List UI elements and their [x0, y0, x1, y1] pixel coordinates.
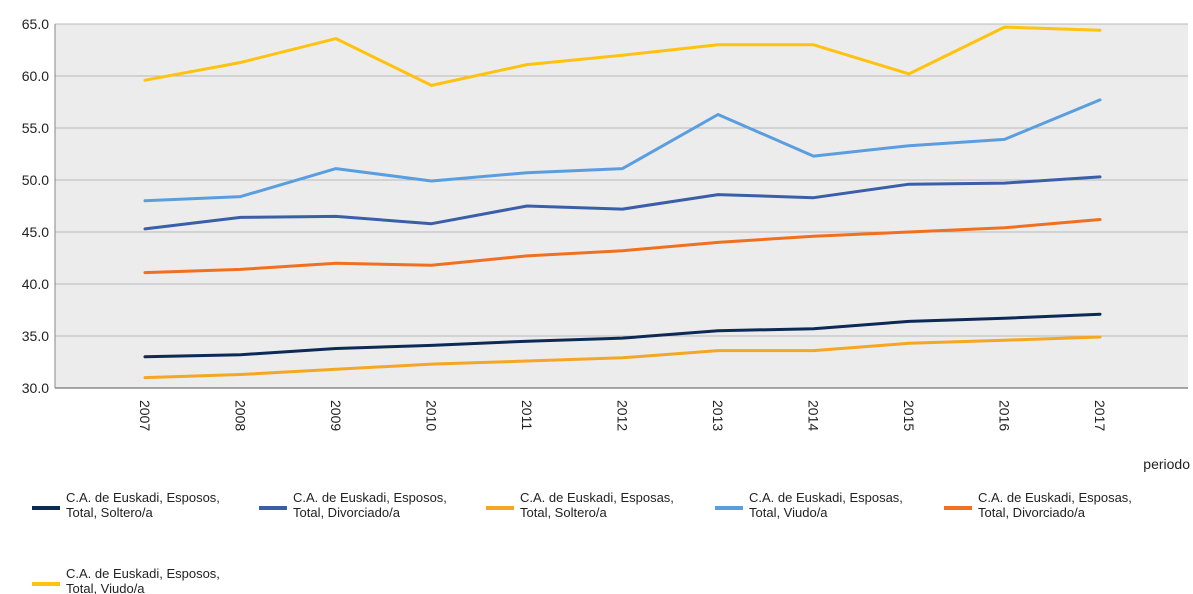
legend-label: C.A. de Euskadi, Esposas,: [978, 490, 1132, 505]
legend-label: Total, Soltero/a: [66, 505, 153, 520]
legend: C.A. de Euskadi, Esposos,Total, Soltero/…: [32, 490, 1132, 594]
series-lines: [143, 25, 1102, 380]
legend-item: C.A. de Euskadi, Esposos,Total, Soltero/…: [32, 490, 220, 520]
legend-label: C.A. de Euskadi, Esposos,: [66, 490, 220, 505]
y-tick-label: 40.0: [22, 276, 49, 292]
y-tick-label: 35.0: [22, 328, 49, 344]
legend-label: Total, Soltero/a: [520, 505, 607, 520]
series-line: [143, 98, 1102, 203]
legend-item: C.A. de Euskadi, Esposos,Total, Divorcia…: [259, 490, 447, 520]
x-tick-label: 2010: [424, 400, 440, 431]
x-tick-label: 2015: [901, 400, 917, 431]
legend-label: Total, Viudo/a: [749, 505, 828, 520]
legend-item: C.A. de Euskadi, Esposos,Total, Viudo/a: [32, 566, 220, 594]
y-tick-label: 45.0: [22, 224, 49, 240]
x-tick-label: 2016: [997, 400, 1013, 431]
legend-label: Total, Divorciado/a: [293, 505, 401, 520]
y-tick-label: 60.0: [22, 68, 49, 84]
series-line: [143, 312, 1102, 359]
x-tick-label: 2007: [137, 400, 153, 431]
x-tick-label: 2011: [519, 400, 535, 430]
y-tick-label: 30.0: [22, 380, 49, 396]
legend-item: C.A. de Euskadi, Esposas,Total, Divorcia…: [944, 490, 1132, 520]
legend-label: C.A. de Euskadi, Esposos,: [66, 566, 220, 581]
legend-item: C.A. de Euskadi, Esposas,Total, Soltero/…: [486, 490, 674, 520]
x-tick-label: 2008: [233, 400, 249, 431]
legend-label: Total, Viudo/a: [66, 581, 145, 594]
x-tick-label: 2017: [1092, 400, 1108, 431]
legend-item: C.A. de Euskadi, Esposas,Total, Viudo/a: [715, 490, 903, 520]
gridlines: [54, 23, 1188, 389]
legend-label: Total, Divorciado/a: [978, 505, 1086, 520]
series-line: [143, 218, 1102, 275]
x-tick-label: 2009: [328, 400, 344, 431]
x-axis-ticks: 2007 2008 2009 2010 2011 2012 2013 2014 2015 2016…: [137, 400, 1108, 431]
legend-label: C.A. de Euskadi, Esposos,: [293, 490, 447, 505]
series-line: [143, 175, 1102, 231]
y-tick-label: 55.0: [22, 120, 49, 136]
x-tick-label: 2012: [615, 400, 631, 431]
plot-background: [55, 24, 1188, 388]
y-tick-label: 65.0: [22, 16, 49, 32]
x-axis-label: periodo: [1143, 456, 1190, 472]
y-axis-ticks: 30.0 35.0 40.0 45.0 50.0 55.0 60.0 65.0: [22, 16, 49, 396]
legend-label: C.A. de Euskadi, Esposas,: [520, 490, 674, 505]
y-tick-label: 50.0: [22, 172, 49, 188]
series-line: [143, 335, 1102, 380]
x-tick-label: 2013: [710, 400, 726, 431]
x-tick-label: 2014: [806, 400, 822, 431]
legend-label: C.A. de Euskadi, Esposas,: [749, 490, 903, 505]
series-line: [143, 25, 1102, 87]
